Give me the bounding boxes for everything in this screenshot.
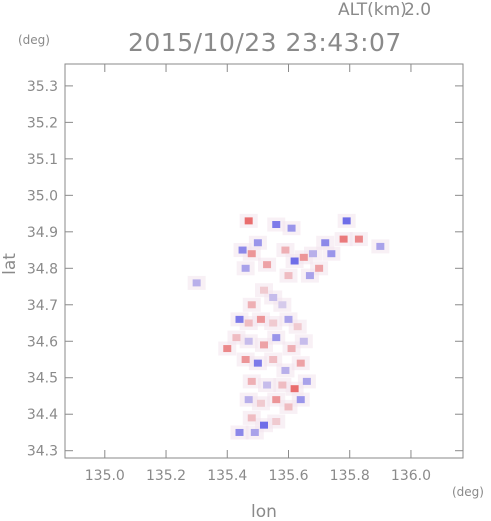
y-tick-label: 35.1	[27, 152, 58, 168]
echo-cell	[260, 341, 268, 349]
echo-cell	[247, 250, 256, 258]
echo-cell	[269, 356, 278, 363]
y-tick-label: 34.7	[27, 298, 58, 314]
echo-cell	[244, 319, 253, 327]
y-tick-label: 34.9	[27, 225, 58, 241]
y-tick-label: 34.5	[27, 371, 58, 387]
x-tick-label: 135.2	[146, 468, 186, 484]
echo-cell	[232, 334, 241, 342]
echo-cell	[281, 366, 290, 374]
echo-cell	[256, 399, 265, 407]
echo-cell	[256, 315, 265, 323]
echo-cell	[287, 345, 296, 353]
echo-cell	[253, 239, 262, 247]
datetime-title: 2015/10/23 23:43:07	[128, 28, 402, 57]
echo-cell	[299, 337, 308, 345]
echo-cell	[290, 385, 299, 393]
y-tick-label: 34.8	[27, 261, 58, 277]
echo-cell	[250, 428, 259, 436]
echo-cell	[284, 272, 293, 280]
y-tick-label: 34.4	[27, 407, 58, 423]
x-axis-label: lon	[251, 502, 277, 521]
echo-cell	[293, 323, 302, 331]
echo-cell	[327, 250, 336, 258]
echo-cell	[296, 396, 305, 404]
echo-cell	[272, 396, 281, 404]
y-tick-label: 35.0	[27, 188, 58, 204]
echo-cell	[244, 217, 253, 225]
echo-cell	[284, 403, 293, 411]
echo-cell	[223, 345, 232, 353]
x-axis-ticks: 135.0 135.2 135.4 135.6 135.8 136.0	[85, 64, 431, 484]
echo-cell	[260, 421, 268, 429]
echo-cell	[247, 377, 256, 385]
y-tick-label: 35.2	[27, 115, 58, 131]
echo-cell	[376, 242, 385, 250]
echo-cell	[253, 359, 262, 367]
y-tick-label: 34.6	[27, 334, 58, 350]
echo-cell	[281, 246, 290, 254]
echo-cell	[247, 414, 256, 422]
echo-cell	[296, 359, 305, 367]
echo-cell	[263, 261, 272, 269]
echo-cell	[272, 334, 281, 342]
echo-cell	[354, 235, 363, 243]
altitude-value: 2.0	[404, 0, 431, 20]
echo-cell	[302, 377, 311, 385]
echo-cell	[339, 235, 348, 243]
echo-cell	[284, 315, 293, 323]
echo-cell	[269, 293, 278, 301]
echo-cell	[235, 315, 244, 323]
echo-cell	[299, 253, 308, 261]
altitude-label: ALT(km)	[338, 0, 407, 20]
x-tick-label: 135.6	[268, 468, 308, 484]
echo-cell	[244, 396, 253, 404]
echo-cell	[315, 264, 324, 272]
echo-cell	[321, 239, 330, 247]
echo-cell	[308, 250, 317, 258]
y-axis-ticks: 34.3 34.4 34.5 34.6 34.7 34.8 34.9 35.0 35.1 35.2…	[27, 79, 463, 460]
y-unit-label: (deg)	[18, 33, 50, 47]
echo-cell	[342, 217, 351, 225]
echo-cells	[187, 213, 390, 440]
echo-cell	[290, 257, 299, 265]
x-tick-label: 135.8	[330, 468, 370, 484]
echo-cell	[244, 337, 253, 345]
x-unit-label: (deg)	[452, 485, 484, 499]
echo-cell	[278, 381, 287, 389]
x-tick-label: 135.0	[85, 468, 125, 484]
echo-cell	[269, 319, 278, 327]
echo-cell	[272, 221, 281, 229]
echo-cell	[241, 356, 250, 363]
echo-cell	[287, 224, 296, 232]
echo-cell	[247, 301, 256, 309]
echo-cell	[278, 301, 287, 309]
y-axis-label: lat	[0, 253, 20, 275]
echo-cell	[272, 418, 281, 426]
y-tick-label: 34.3	[27, 444, 58, 460]
echo-cell	[238, 246, 247, 254]
echo-cell	[263, 381, 272, 389]
x-tick-label: 135.4	[207, 468, 247, 484]
plot-frame	[64, 63, 464, 459]
echo-cell	[260, 286, 268, 294]
x-tick-label: 136.0	[391, 468, 431, 484]
echo-cell	[305, 272, 314, 280]
echo-cell	[235, 428, 244, 436]
echo-cell	[192, 279, 201, 287]
echo-cell	[241, 264, 250, 272]
y-tick-label: 35.3	[27, 79, 58, 95]
